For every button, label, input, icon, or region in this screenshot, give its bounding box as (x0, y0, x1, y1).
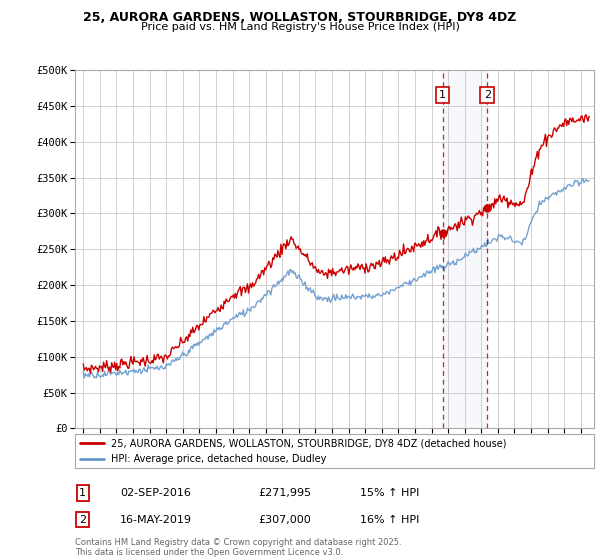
Text: 16% ↑ HPI: 16% ↑ HPI (360, 515, 419, 525)
Text: £271,995: £271,995 (258, 488, 311, 498)
Text: £307,000: £307,000 (258, 515, 311, 525)
Bar (443, 70, 487, 428)
Text: 16-MAY-2019: 16-MAY-2019 (120, 515, 192, 525)
Text: 1: 1 (439, 90, 446, 100)
Text: 25, AURORA GARDENS, WOLLASTON, STOURBRIDGE, DY8 4DZ: 25, AURORA GARDENS, WOLLASTON, STOURBRID… (83, 11, 517, 24)
Text: 2: 2 (79, 515, 86, 525)
Text: 2: 2 (484, 90, 491, 100)
Text: Price paid vs. HM Land Registry's House Price Index (HPI): Price paid vs. HM Land Registry's House … (140, 22, 460, 32)
Text: Contains HM Land Registry data © Crown copyright and database right 2025.
This d: Contains HM Land Registry data © Crown c… (75, 538, 401, 557)
Text: 02-SEP-2016: 02-SEP-2016 (120, 488, 191, 498)
Text: 1: 1 (79, 488, 86, 498)
Text: HPI: Average price, detached house, Dudley: HPI: Average price, detached house, Dudl… (112, 454, 327, 464)
Text: 15% ↑ HPI: 15% ↑ HPI (360, 488, 419, 498)
Text: 25, AURORA GARDENS, WOLLASTON, STOURBRIDGE, DY8 4DZ (detached house): 25, AURORA GARDENS, WOLLASTON, STOURBRID… (112, 438, 507, 449)
